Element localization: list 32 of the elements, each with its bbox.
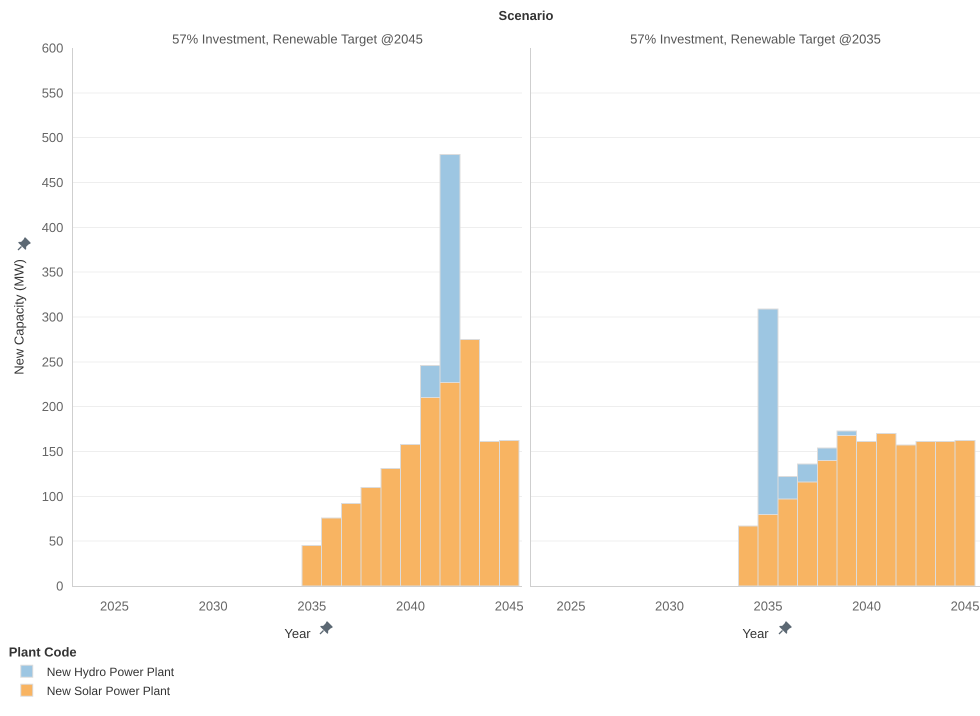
x-tick-label: 2030 [198, 598, 228, 614]
legend-label: New Hydro Power Plant [46, 664, 175, 679]
y-tick-label: 250 [42, 354, 64, 370]
x-tick-label: 2025 [100, 598, 129, 614]
x-tick-label: 2025 [556, 598, 586, 614]
y-axis-title: New Capacity (MW) [12, 259, 27, 375]
x-axis-title: Year [742, 626, 770, 642]
legend-label: New Solar Power Plant [46, 684, 171, 698]
x-tick-label: 2035 [754, 598, 782, 614]
y-tick-label: 450 [42, 175, 64, 190]
y-tick-label: 400 [42, 220, 64, 235]
x-tick-label: 2045 [494, 598, 524, 614]
y-tick-label: 500 [42, 130, 64, 146]
y-tick-label: 150 [42, 444, 64, 460]
legend-title: Plant Code [8, 644, 77, 660]
x-tick-label: 2030 [655, 598, 684, 614]
chart-title: 57% Investment, Renewable Target @2035 [630, 32, 881, 47]
x-axis-title: Year [284, 626, 312, 642]
x-tick-label: 2040 [396, 598, 425, 614]
x-tick-label: 2040 [852, 598, 881, 614]
text: Scenario [498, 8, 554, 23]
y-tick-label: 0 [56, 578, 64, 594]
y-tick-label: 300 [42, 310, 64, 325]
y-tick-label: 100 [42, 488, 64, 504]
chart-title: 57% Investment, Renewable Target @2045 [172, 32, 423, 47]
x-tick-label: 2035 [297, 598, 326, 614]
x-tick-label: 2045 [950, 598, 980, 614]
y-tick-label: 200 [42, 399, 64, 414]
y-tick-label: 600 [42, 40, 64, 56]
y-tick-label: 350 [42, 264, 64, 280]
y-tick-label: 550 [42, 85, 64, 100]
y-tick-label: 50 [48, 534, 64, 549]
